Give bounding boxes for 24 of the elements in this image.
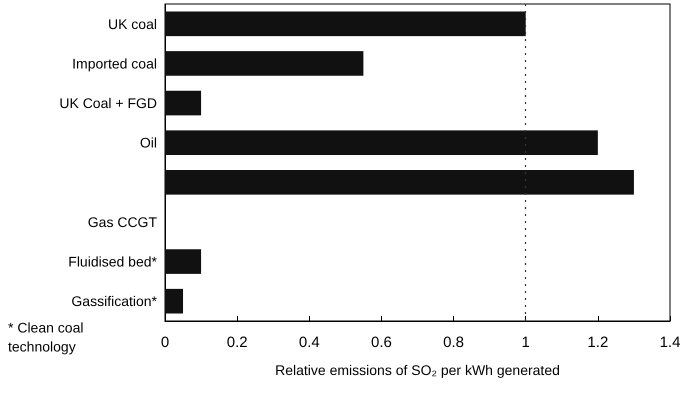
bar — [165, 249, 202, 274]
bar — [165, 90, 202, 116]
bar — [165, 51, 364, 76]
bar — [165, 170, 634, 195]
text: * Clean coal technology — [8, 320, 88, 354]
x-tick-label: 1 — [522, 334, 530, 351]
y-tick-label: Oil — [140, 134, 157, 151]
x-tick-label: 0.4 — [298, 334, 320, 351]
y-tick-label: Fluidised bed* — [68, 254, 158, 270]
y-tick-label: Imported coal — [72, 55, 157, 72]
x-tick-label: 1.4 — [660, 334, 680, 351]
x-tick-label: 0 — [160, 334, 170, 351]
bar — [165, 288, 184, 314]
x-tick-label: 0.6 — [371, 334, 392, 351]
bar — [165, 12, 526, 36]
y-tick-label: UK Coal + FGD — [59, 95, 157, 112]
y-tick-label: Gassification* — [71, 293, 158, 310]
bar — [165, 130, 598, 155]
x-tick-label: 1.2 — [587, 334, 608, 351]
y-tick-label: UK coal — [108, 16, 157, 32]
y-tick-label: Gas CCGT — [88, 214, 158, 230]
x-tick-label: 0.8 — [443, 334, 464, 351]
x-axis-title: Relative emissions of SO₂ per kWh generated — [275, 362, 560, 378]
x-tick-label: 0.2 — [226, 334, 248, 351]
